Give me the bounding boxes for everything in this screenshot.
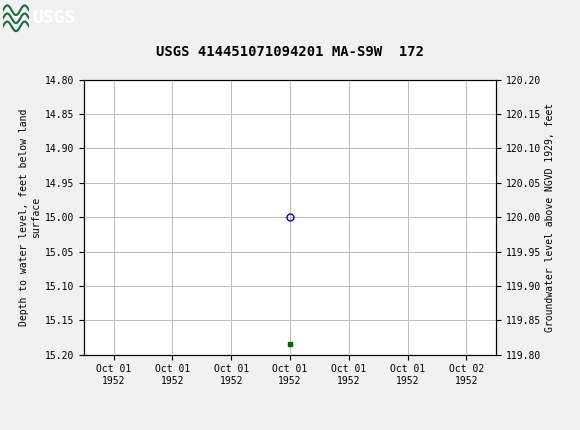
Text: ≡: ≡: [8, 8, 26, 28]
Y-axis label: Depth to water level, feet below land
surface: Depth to water level, feet below land su…: [19, 108, 41, 326]
Y-axis label: Groundwater level above NGVD 1929, feet: Groundwater level above NGVD 1929, feet: [545, 103, 555, 332]
Text: USGS: USGS: [32, 9, 75, 27]
Text: USGS 414451071094201 MA-S9W  172: USGS 414451071094201 MA-S9W 172: [156, 45, 424, 58]
